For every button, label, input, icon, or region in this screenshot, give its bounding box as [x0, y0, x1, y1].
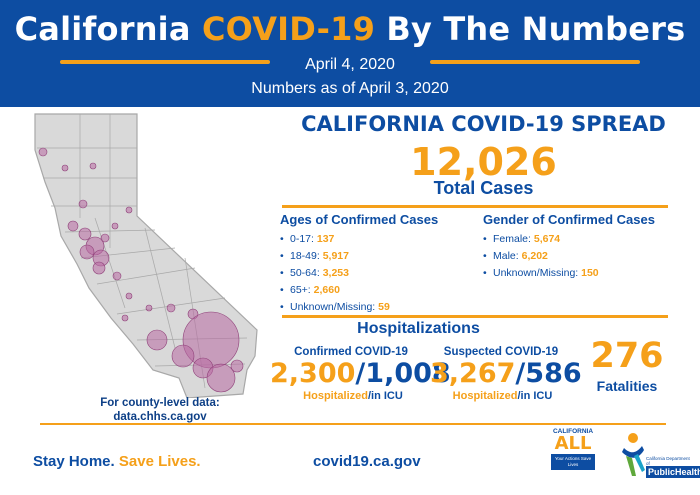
fatalities-label: Fatalities	[596, 378, 658, 394]
divider	[282, 315, 668, 318]
bullet: •	[280, 233, 284, 245]
suspected-label: Suspected COVID-19	[443, 346, 559, 358]
data-as-of: Numbers as of April 3, 2020	[251, 80, 449, 97]
age-label: 65+:	[290, 284, 311, 296]
gender-value: 6,202	[521, 250, 548, 262]
confirmed-icu-value: 1,008	[365, 358, 451, 389]
age-value: 59	[378, 301, 390, 313]
save-lives-text: Save Lives.	[118, 453, 201, 470]
ca-all-big: ALL	[554, 433, 592, 454]
california-map-icon	[34, 113, 258, 398]
gender-label: Unknown/Missing:	[493, 267, 579, 279]
confirmed-hospitalized-value: 2,300	[270, 358, 356, 389]
title-rule-right	[430, 60, 640, 64]
gender-value: 150	[581, 267, 599, 279]
cdph-logo: California Department of PublicHealth	[620, 432, 700, 484]
title-part2: By The Numbers	[386, 10, 686, 48]
spread-title: CALIFORNIA COVID-19 SPREAD	[301, 112, 666, 136]
title-highlight: COVID-19	[201, 10, 376, 48]
age-value: 5,917	[322, 250, 349, 262]
county-note-label: For county-level data:	[100, 397, 220, 409]
ca-all-box: Your Actions Save Lives	[551, 454, 595, 470]
icu-label: /in ICU	[517, 390, 553, 402]
age-label: 18-49:	[290, 250, 320, 262]
ages-section: Ages of Confirmed Cases • 0-17: 137 • 18-4…	[280, 212, 470, 316]
age-label: Unknown/Missing:	[290, 301, 376, 313]
age-value: 2,660	[313, 284, 340, 296]
county-data-note: For county-level data: data.chhs.ca.gov	[90, 396, 230, 424]
stay-home-slogan: Stay Home. Save Lives.	[33, 453, 201, 470]
title-part1: California	[14, 10, 191, 48]
list-item: • 0-17: 137	[280, 231, 470, 248]
covid-site-link[interactable]: covid19.ca.gov	[313, 453, 421, 470]
stay-home-text: Stay Home.	[33, 453, 115, 470]
age-value: 137	[316, 233, 335, 245]
total-cases-label: Total Cases	[433, 178, 534, 198]
list-item: • 18-49: 5,917	[280, 248, 470, 265]
divider	[40, 423, 666, 425]
suspected-icu-value: 586	[525, 358, 582, 389]
list-item: • Unknown/Missing: 59	[280, 299, 470, 316]
hospitalized-label: Hospitalized	[452, 390, 518, 402]
title-rule-left	[60, 60, 270, 64]
age-label: 0-17:	[290, 233, 314, 245]
hospitalizations-title: Hospitalizations	[357, 320, 480, 337]
cdph-wordmark: PublicHealth	[646, 466, 700, 478]
county-data-link[interactable]: data.chhs.ca.gov	[113, 411, 207, 423]
bullet: •	[280, 301, 284, 313]
bullet: •	[483, 267, 487, 279]
ca-all-top: CALIFORNIA	[552, 428, 594, 435]
gender-label: Female:	[493, 233, 531, 245]
hospitalized-label: Hospitalized	[303, 390, 368, 402]
bullet: •	[483, 233, 487, 245]
report-date: April 4, 2020	[305, 56, 395, 73]
confirmed-sublabel: Hospitalized/in ICU	[288, 390, 418, 402]
slash: /	[355, 358, 366, 389]
list-item: • Male: 6,202	[483, 248, 683, 265]
age-value: 3,253	[322, 267, 349, 279]
confirmed-numbers: 2,300/1,008	[270, 358, 451, 389]
cdph-figure-icon	[622, 433, 645, 476]
header-banner: California COVID-19 By The Numbers April…	[0, 0, 700, 107]
slash: /	[515, 358, 526, 389]
list-item: • 65+: 2,660	[280, 282, 470, 299]
list-item: • Female: 5,674	[483, 231, 683, 248]
cdph-text: California Department of	[646, 456, 690, 466]
fatalities-value: 276	[590, 336, 664, 376]
confirmed-label: Confirmed COVID-19	[294, 346, 408, 358]
gender-section: Gender of Confirmed Cases • Female: 5,674…	[483, 212, 683, 282]
list-item: • 50-64: 3,253	[280, 265, 470, 282]
ages-title: Ages of Confirmed Cases	[280, 212, 439, 227]
bullet: •	[483, 250, 487, 262]
divider	[282, 205, 668, 208]
ca-all-logo: CALIFORNIA ALL Your Actions Save Lives	[551, 428, 595, 486]
bullet: •	[280, 250, 284, 262]
list-item: • Unknown/Missing: 150	[483, 265, 683, 282]
suspected-sublabel: Hospitalized/in ICU	[440, 390, 565, 402]
gender-title: Gender of Confirmed Cases	[483, 212, 655, 227]
suspected-numbers: 3,267/586	[430, 358, 582, 389]
gender-value: 5,674	[533, 233, 561, 245]
bullet: •	[280, 267, 284, 279]
bullet: •	[280, 284, 284, 296]
total-cases-value: 12,026	[410, 140, 557, 184]
gender-label: Male:	[493, 250, 519, 262]
icu-label: /in ICU	[367, 390, 403, 402]
page-title: California COVID-19 By The Numbers	[0, 10, 700, 48]
age-label: 50-64:	[290, 267, 320, 279]
suspected-hospitalized-value: 3,267	[430, 358, 516, 389]
